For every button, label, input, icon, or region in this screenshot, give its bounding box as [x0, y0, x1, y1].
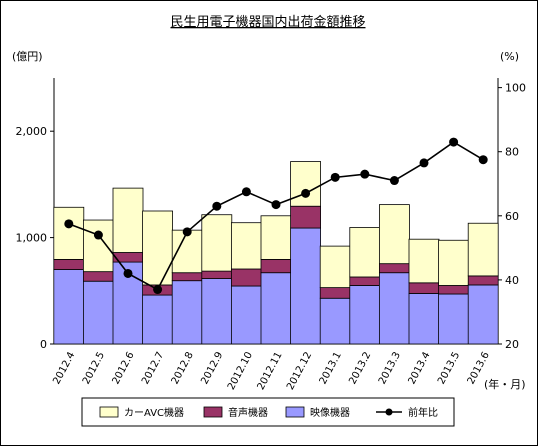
bar-カーAVC機器 — [142, 210, 174, 286]
bar-音声機器 — [53, 259, 85, 270]
x-tick-label: 2012.7 — [140, 350, 166, 386]
bar-音声機器 — [467, 275, 499, 286]
y-left-tick-label: 2,000 — [16, 125, 48, 138]
legend-marker — [385, 408, 393, 416]
y-right-tick-label: 60 — [505, 210, 519, 223]
line-point — [271, 200, 281, 210]
x-tick-label: 2012.4 — [51, 350, 77, 386]
x-tick-label: 2013.3 — [377, 350, 403, 386]
bar-映像機器 — [408, 293, 440, 345]
y-left-unit: (億円) — [12, 50, 43, 63]
bar-映像機器 — [290, 227, 322, 345]
bar-映像機器 — [83, 280, 114, 345]
bar-映像機器 — [319, 297, 351, 345]
bar-カーAVC機器 — [112, 187, 144, 253]
bar-映像機器 — [171, 280, 203, 345]
x-tick-label: 2012.11 — [256, 350, 285, 392]
bar-カーAVC機器 — [290, 161, 322, 207]
line-point — [449, 137, 459, 147]
x-unit-label: (年・月) — [484, 377, 526, 391]
bar-映像機器 — [438, 293, 470, 345]
bar-音声機器 — [438, 285, 470, 295]
y-right-tick-label: 80 — [505, 146, 519, 159]
legend-swatch — [203, 406, 223, 418]
bar-カーAVC機器 — [467, 222, 499, 277]
bar-音声機器 — [260, 259, 292, 274]
chart-title: 民生用電子機器国内出荷金額推移 — [170, 14, 365, 30]
x-tick-label: 2013.5 — [436, 350, 462, 386]
bar-カーAVC機器 — [408, 238, 440, 284]
legend-label: 前年比 — [408, 406, 438, 419]
line-point — [330, 172, 340, 182]
bar-音声機器 — [349, 276, 381, 286]
bar-カーAVC機器 — [349, 227, 381, 278]
bar-カーAVC機器 — [201, 214, 233, 272]
legend-swatch — [99, 406, 119, 418]
bar-映像機器 — [349, 285, 381, 345]
y-right-tick-label: 100 — [505, 82, 526, 95]
line-point — [419, 158, 429, 168]
legend-label: 映像機器 — [310, 406, 350, 419]
y-left-tick-label: 0 — [40, 338, 47, 351]
bar-音声機器 — [408, 282, 440, 294]
bar-音声機器 — [201, 270, 233, 279]
x-tick-label: 2013.4 — [407, 350, 433, 386]
y-right-tick-label: 20 — [505, 338, 519, 351]
y-right-tick-label: 40 — [505, 274, 519, 287]
y-right-unit: (%) — [500, 50, 519, 63]
bar-カーAVC機器 — [378, 204, 410, 265]
x-tick-label: 2012.5 — [81, 350, 107, 386]
line-point — [64, 219, 74, 229]
bar-カーAVC機器 — [83, 219, 114, 273]
line-point — [153, 285, 163, 295]
line-point — [389, 176, 399, 186]
bar-音声機器 — [290, 205, 322, 229]
line-point — [360, 169, 370, 179]
x-tick-label: 2013.2 — [347, 350, 373, 386]
bar-映像機器 — [142, 294, 174, 345]
bar-映像機器 — [201, 278, 233, 345]
line-point — [93, 230, 103, 240]
y-left-tick-label: 1,000 — [16, 232, 48, 245]
bar-カーAVC機器 — [438, 239, 470, 286]
bar-映像機器 — [230, 285, 262, 345]
bar-カーAVC機器 — [319, 245, 351, 289]
bar-カーAVC機器 — [53, 206, 85, 260]
bar-音声機器 — [230, 268, 262, 287]
line-point — [478, 155, 488, 165]
legend-label: カーAVC機器 — [124, 406, 184, 419]
bar-カーAVC機器 — [230, 222, 262, 270]
bar-映像機器 — [378, 272, 410, 345]
line-point — [212, 201, 222, 211]
legend-swatch — [285, 406, 305, 418]
line-point — [182, 227, 192, 237]
legend-label: 音声機器 — [228, 406, 268, 419]
bar-映像機器 — [467, 284, 499, 345]
x-tick-label: 2012.12 — [285, 350, 314, 392]
bar-カーAVC機器 — [260, 215, 292, 260]
bar-音声機器 — [83, 271, 114, 282]
bar-音声機器 — [319, 287, 351, 299]
x-tick-label: 2012.10 — [226, 350, 255, 392]
line-point — [241, 187, 251, 197]
line-point — [123, 268, 133, 278]
x-tick-label: 2013.1 — [318, 350, 344, 386]
x-tick-label: 2012.8 — [170, 350, 196, 386]
x-tick-label: 2012.9 — [199, 350, 225, 386]
bar-音声機器 — [171, 272, 203, 282]
bar-映像機器 — [260, 272, 292, 345]
bar-映像機器 — [53, 269, 85, 345]
bar-音声機器 — [378, 263, 410, 274]
line-point — [301, 188, 311, 198]
x-tick-label: 2012.6 — [111, 350, 137, 386]
